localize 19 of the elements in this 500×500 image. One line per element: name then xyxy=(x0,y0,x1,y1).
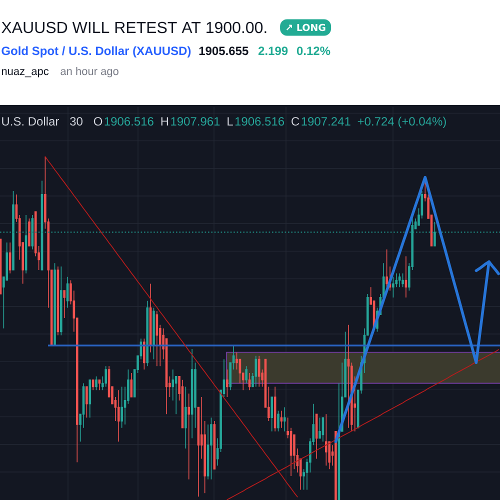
text: +0.724 (+0.04%) xyxy=(358,116,446,128)
text: 1905.655 xyxy=(199,46,248,56)
text: nuaz_apc xyxy=(2,69,49,78)
chart-subtitle: Gold Spot / U.S. Dollar (XAUUSD) xyxy=(2,46,191,58)
chart-title: XAUUSD WILL RETEST AT 1900.00. xyxy=(2,22,266,34)
text: 1907.961 xyxy=(171,117,220,126)
text: L xyxy=(228,117,233,126)
text: O xyxy=(94,117,102,126)
text: 2.199 xyxy=(258,46,288,56)
text: ↗ LONG xyxy=(286,24,326,32)
text: H xyxy=(161,117,168,126)
text: an hour ago xyxy=(60,67,118,78)
text: 30 xyxy=(70,117,82,126)
text: 1906.516 xyxy=(235,117,284,126)
text: 0.12% xyxy=(296,46,330,56)
text: 1907.241 xyxy=(302,117,350,126)
text: 1906.516 xyxy=(104,117,154,126)
text: U.S. Dollar xyxy=(2,116,59,126)
text: C xyxy=(292,117,300,126)
